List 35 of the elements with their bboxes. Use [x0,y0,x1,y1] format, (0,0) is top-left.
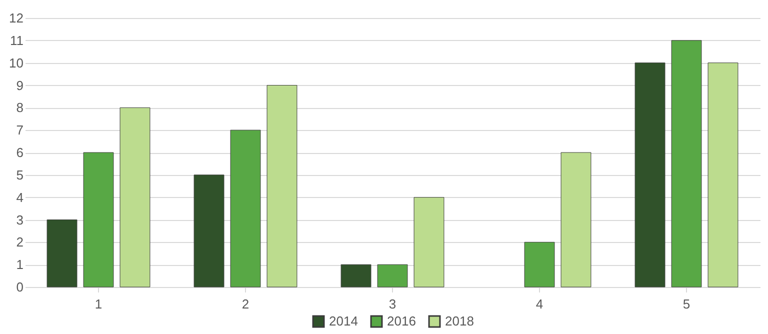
y-tick-label: 4 [16,190,24,205]
legend-label: 2016 [387,314,416,329]
y-tick-label: 6 [16,145,24,160]
bar [46,220,78,288]
y-tick-label: 0 [16,280,24,294]
bar [671,40,702,288]
y-tick-label: 2 [16,234,24,250]
bar [560,152,592,288]
bar [414,197,444,288]
y-tick-label: 8 [16,100,24,116]
y-tick-label: 7 [16,122,24,138]
bar [120,107,150,288]
bar [230,130,261,288]
y-tick-label: 3 [16,212,24,228]
bar [83,152,114,288]
x-tick-label: 5 [682,296,690,312]
bar [377,264,408,288]
y-tick-label: 9 [16,78,24,93]
x-tick-label: 2 [242,296,250,312]
legend-label: 2018 [445,314,474,329]
bar [708,62,738,288]
y-tick-label: 5 [16,167,24,182]
bar [194,174,224,288]
bar [340,264,372,288]
bar [634,62,666,288]
bar [266,85,298,288]
y-tick-label: 11 [10,32,24,48]
x-tick-label: 3 [388,296,396,312]
x-tick-label: 4 [536,296,544,312]
legend-label: 2014 [329,314,358,329]
y-tick-label: 10 [9,55,24,70]
bar [524,242,555,288]
y-tick-label: 1 [16,257,24,272]
y-tick-label: 12 [9,10,24,26]
x-tick-label: 1 [94,296,102,312]
